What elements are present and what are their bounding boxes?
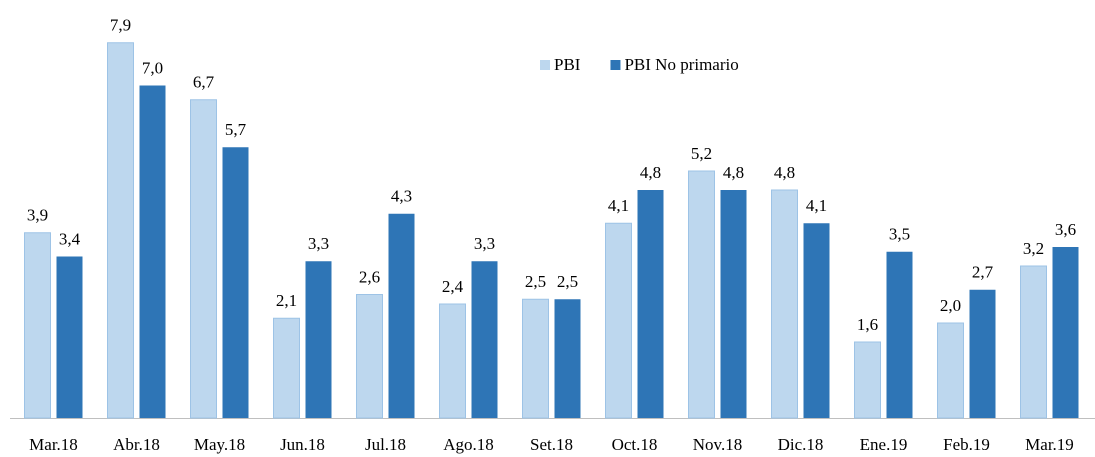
value-label: 2,5 xyxy=(557,272,578,291)
value-label: 3,5 xyxy=(889,225,910,244)
bar xyxy=(222,147,249,418)
value-label: 3,3 xyxy=(474,234,495,253)
x-tick-label: May.18 xyxy=(194,435,245,454)
bar xyxy=(937,322,964,419)
bar xyxy=(1052,247,1079,418)
x-tick-label: Mar.19 xyxy=(1025,435,1074,454)
value-label: 3,2 xyxy=(1023,239,1044,258)
x-tick-label: Oct.18 xyxy=(612,435,658,454)
bar xyxy=(803,223,830,418)
value-label: 2,6 xyxy=(359,267,380,286)
value-label: 2,4 xyxy=(442,277,464,296)
bar xyxy=(305,261,332,418)
x-tick-label: Jun.18 xyxy=(280,435,325,454)
x-tick-label: Dic.18 xyxy=(778,435,824,454)
bar xyxy=(273,317,300,419)
bar xyxy=(854,341,881,419)
legend-swatch xyxy=(610,60,621,70)
legend-label: PBI No primario xyxy=(624,55,738,74)
value-label: 2,1 xyxy=(276,291,297,310)
x-tick-label: Jul.18 xyxy=(365,435,406,454)
x-tick-label: Mar.18 xyxy=(29,435,78,454)
bar xyxy=(356,294,383,419)
x-tick-label: Nov.18 xyxy=(693,435,742,454)
legend-swatch xyxy=(540,60,550,70)
bar xyxy=(771,189,798,419)
bar xyxy=(56,256,83,418)
bar xyxy=(471,261,498,418)
value-label: 7,9 xyxy=(110,16,131,35)
legend-label: PBI xyxy=(554,55,581,74)
value-label: 4,8 xyxy=(640,163,661,182)
value-label: 2,5 xyxy=(525,272,546,291)
value-label: 4,8 xyxy=(723,163,744,182)
value-label: 7,0 xyxy=(142,58,163,77)
value-label: 3,3 xyxy=(308,234,329,253)
value-label: 5,7 xyxy=(225,120,247,139)
value-label: 6,7 xyxy=(193,73,215,92)
bar xyxy=(637,190,664,418)
value-label: 5,2 xyxy=(691,144,712,163)
bar xyxy=(688,170,715,419)
value-label: 4,1 xyxy=(608,196,629,215)
value-label: 3,4 xyxy=(59,229,81,248)
bar xyxy=(522,298,549,419)
bar xyxy=(554,299,581,418)
x-tick-label: Ago.18 xyxy=(443,435,494,454)
value-label: 4,8 xyxy=(774,163,795,182)
x-tick-label: Abr.18 xyxy=(113,435,160,454)
bar xyxy=(886,251,913,418)
value-label: 1,6 xyxy=(857,315,878,334)
x-tick-label: Set.18 xyxy=(530,435,573,454)
bar xyxy=(388,213,415,418)
bar xyxy=(139,85,166,418)
value-label: 2,7 xyxy=(972,263,994,282)
bar xyxy=(1020,265,1047,419)
x-tick-label: Ene.19 xyxy=(860,435,908,454)
bar xyxy=(107,42,134,419)
value-label: 2,0 xyxy=(940,296,961,315)
bar xyxy=(720,190,747,418)
bar xyxy=(605,222,632,419)
value-label: 4,1 xyxy=(806,196,827,215)
value-label: 4,3 xyxy=(391,187,412,206)
value-label: 3,9 xyxy=(27,206,48,225)
bar xyxy=(190,99,217,419)
bar xyxy=(969,289,996,418)
value-label: 3,6 xyxy=(1055,220,1076,239)
x-tick-label: Feb.19 xyxy=(943,435,990,454)
bar xyxy=(439,303,466,419)
bar xyxy=(24,232,51,419)
